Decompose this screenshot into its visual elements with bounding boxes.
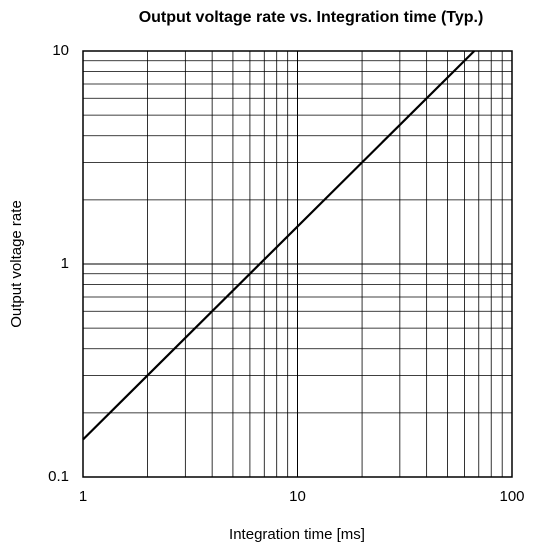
y-tick-label: 10 [52,42,69,59]
plot-frame [82,50,513,478]
data-line [82,50,476,441]
x-tick-label: 1 [79,488,87,505]
x-axis-label: Integration time [ms] [229,526,365,543]
x-tick-label: 10 [289,488,306,505]
y-axis-label: Output voltage rate [8,200,25,328]
y-tick-label: 1 [61,255,69,272]
x-tick-label: 100 [499,488,524,505]
chart-title: Output voltage rate vs. Integration time… [139,9,484,26]
y-tick-label: 0.1 [48,468,69,485]
